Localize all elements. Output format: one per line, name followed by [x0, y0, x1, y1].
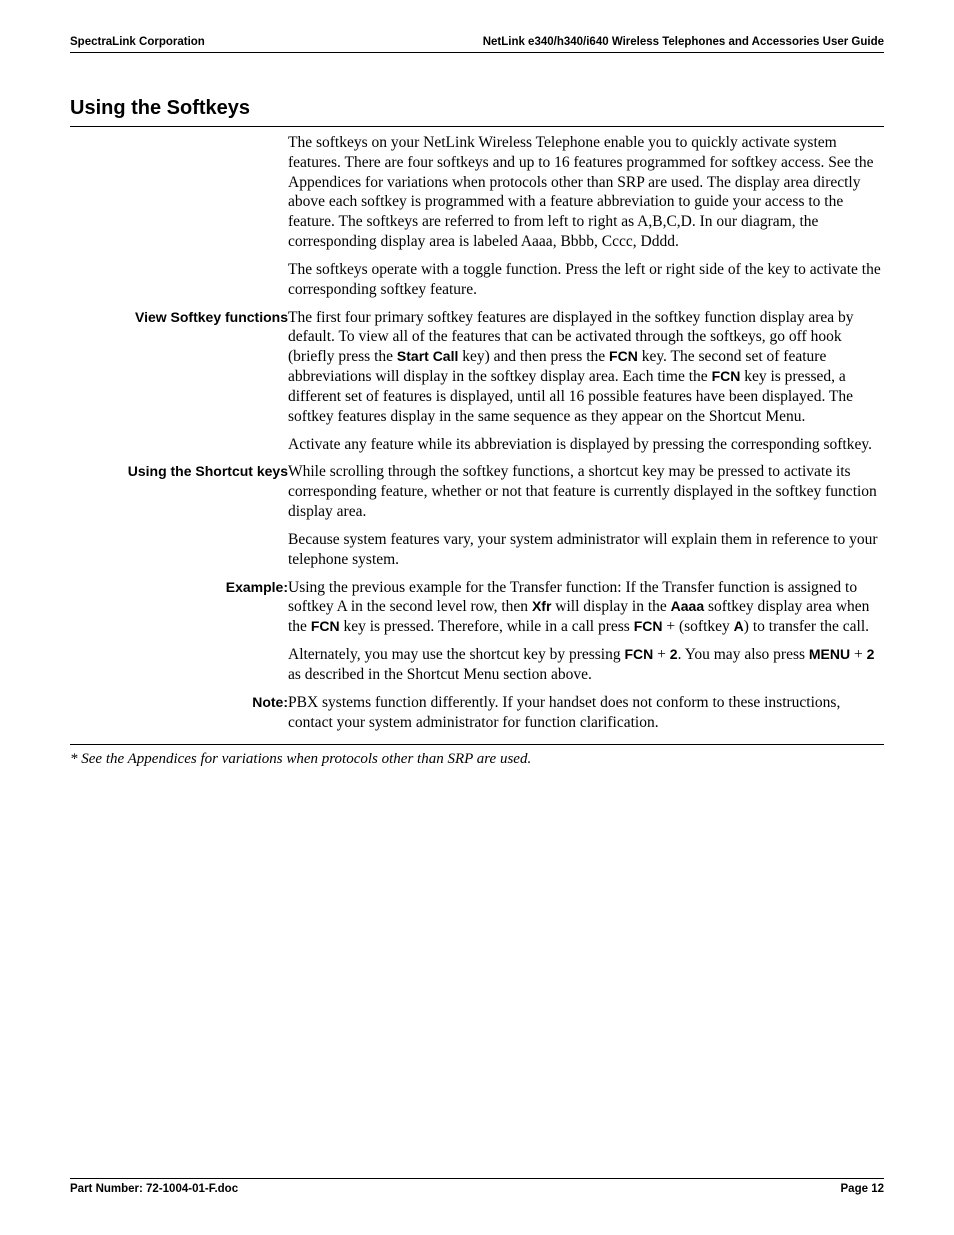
paragraph: Because system features vary, your syste… — [288, 530, 884, 570]
paragraph: While scrolling through the softkey func… — [288, 462, 884, 521]
paragraph: Activate any feature while its abbreviat… — [288, 435, 884, 455]
bold-term: FCN — [609, 348, 638, 364]
content-row: The softkeys on your NetLink Wireless Te… — [70, 133, 884, 260]
row-label: Note: — [70, 693, 288, 741]
bold-term: FCN — [634, 618, 663, 634]
content-row: Because system features vary, your syste… — [70, 530, 884, 578]
bold-term: 2 — [670, 646, 678, 662]
row-label: Example: — [70, 578, 288, 645]
row-body: Alternately, you may use the shortcut ke… — [288, 645, 884, 693]
bold-term: Aaaa — [671, 598, 704, 614]
row-body: Activate any feature while its abbreviat… — [288, 435, 884, 463]
bold-term: 2 — [867, 646, 875, 662]
bold-term: MENU — [809, 646, 850, 662]
bold-term: Xfr — [532, 598, 551, 614]
paragraph: The softkeys on your NetLink Wireless Te… — [288, 133, 884, 252]
section-title: Using the Softkeys — [70, 97, 884, 120]
footer-left: Part Number: 72-1004-01-F.doc — [70, 1183, 238, 1195]
page: SpectraLink Corporation NetLink e340/h34… — [0, 0, 954, 1235]
content-row: Using the Shortcut keysWhile scrolling t… — [70, 462, 884, 529]
paragraph: The softkeys operate with a toggle funct… — [288, 260, 884, 300]
row-body: The softkeys on your NetLink Wireless Te… — [288, 133, 884, 260]
row-label — [70, 530, 288, 578]
row-body: The first four primary softkey features … — [288, 308, 884, 435]
content-row: Example:Using the previous example for t… — [70, 578, 884, 645]
paragraph: Alternately, you may use the shortcut ke… — [288, 645, 884, 685]
row-body: Because system features vary, your syste… — [288, 530, 884, 578]
content-row: The softkeys operate with a toggle funct… — [70, 260, 884, 308]
section-rule — [70, 126, 884, 127]
row-label — [70, 435, 288, 463]
row-label: Using the Shortcut keys — [70, 462, 288, 529]
bold-term: A — [734, 618, 744, 634]
bold-term: Start Call — [397, 348, 458, 364]
paragraph: Using the previous example for the Trans… — [288, 578, 884, 637]
footnote: * See the Appendices for variations when… — [70, 751, 884, 768]
row-label — [70, 133, 288, 260]
content-row: Note:PBX systems function differently. I… — [70, 693, 884, 741]
footer-right: Page 12 — [841, 1183, 884, 1195]
page-header: SpectraLink Corporation NetLink e340/h34… — [70, 36, 884, 53]
row-body: Using the previous example for the Trans… — [288, 578, 884, 645]
page-footer: Part Number: 72-1004-01-F.doc Page 12 — [70, 1178, 884, 1195]
header-right: NetLink e340/h340/i640 Wireless Telephon… — [483, 36, 884, 48]
header-left: SpectraLink Corporation — [70, 36, 205, 48]
row-label — [70, 260, 288, 308]
row-label: View Softkey functions — [70, 308, 288, 435]
content-table: The softkeys on your NetLink Wireless Te… — [70, 133, 884, 740]
content-row: View Softkey functionsThe first four pri… — [70, 308, 884, 435]
row-body: PBX systems function differently. If you… — [288, 693, 884, 741]
bold-term: FCN — [624, 646, 653, 662]
section-end-rule — [70, 744, 884, 745]
content-row: Activate any feature while its abbreviat… — [70, 435, 884, 463]
row-label — [70, 645, 288, 693]
row-body: The softkeys operate with a toggle funct… — [288, 260, 884, 308]
bold-term: FCN — [311, 618, 340, 634]
paragraph: PBX systems function differently. If you… — [288, 693, 884, 733]
content-row: Alternately, you may use the shortcut ke… — [70, 645, 884, 693]
row-body: While scrolling through the softkey func… — [288, 462, 884, 529]
bold-term: FCN — [712, 368, 741, 384]
paragraph: The first four primary softkey features … — [288, 308, 884, 427]
